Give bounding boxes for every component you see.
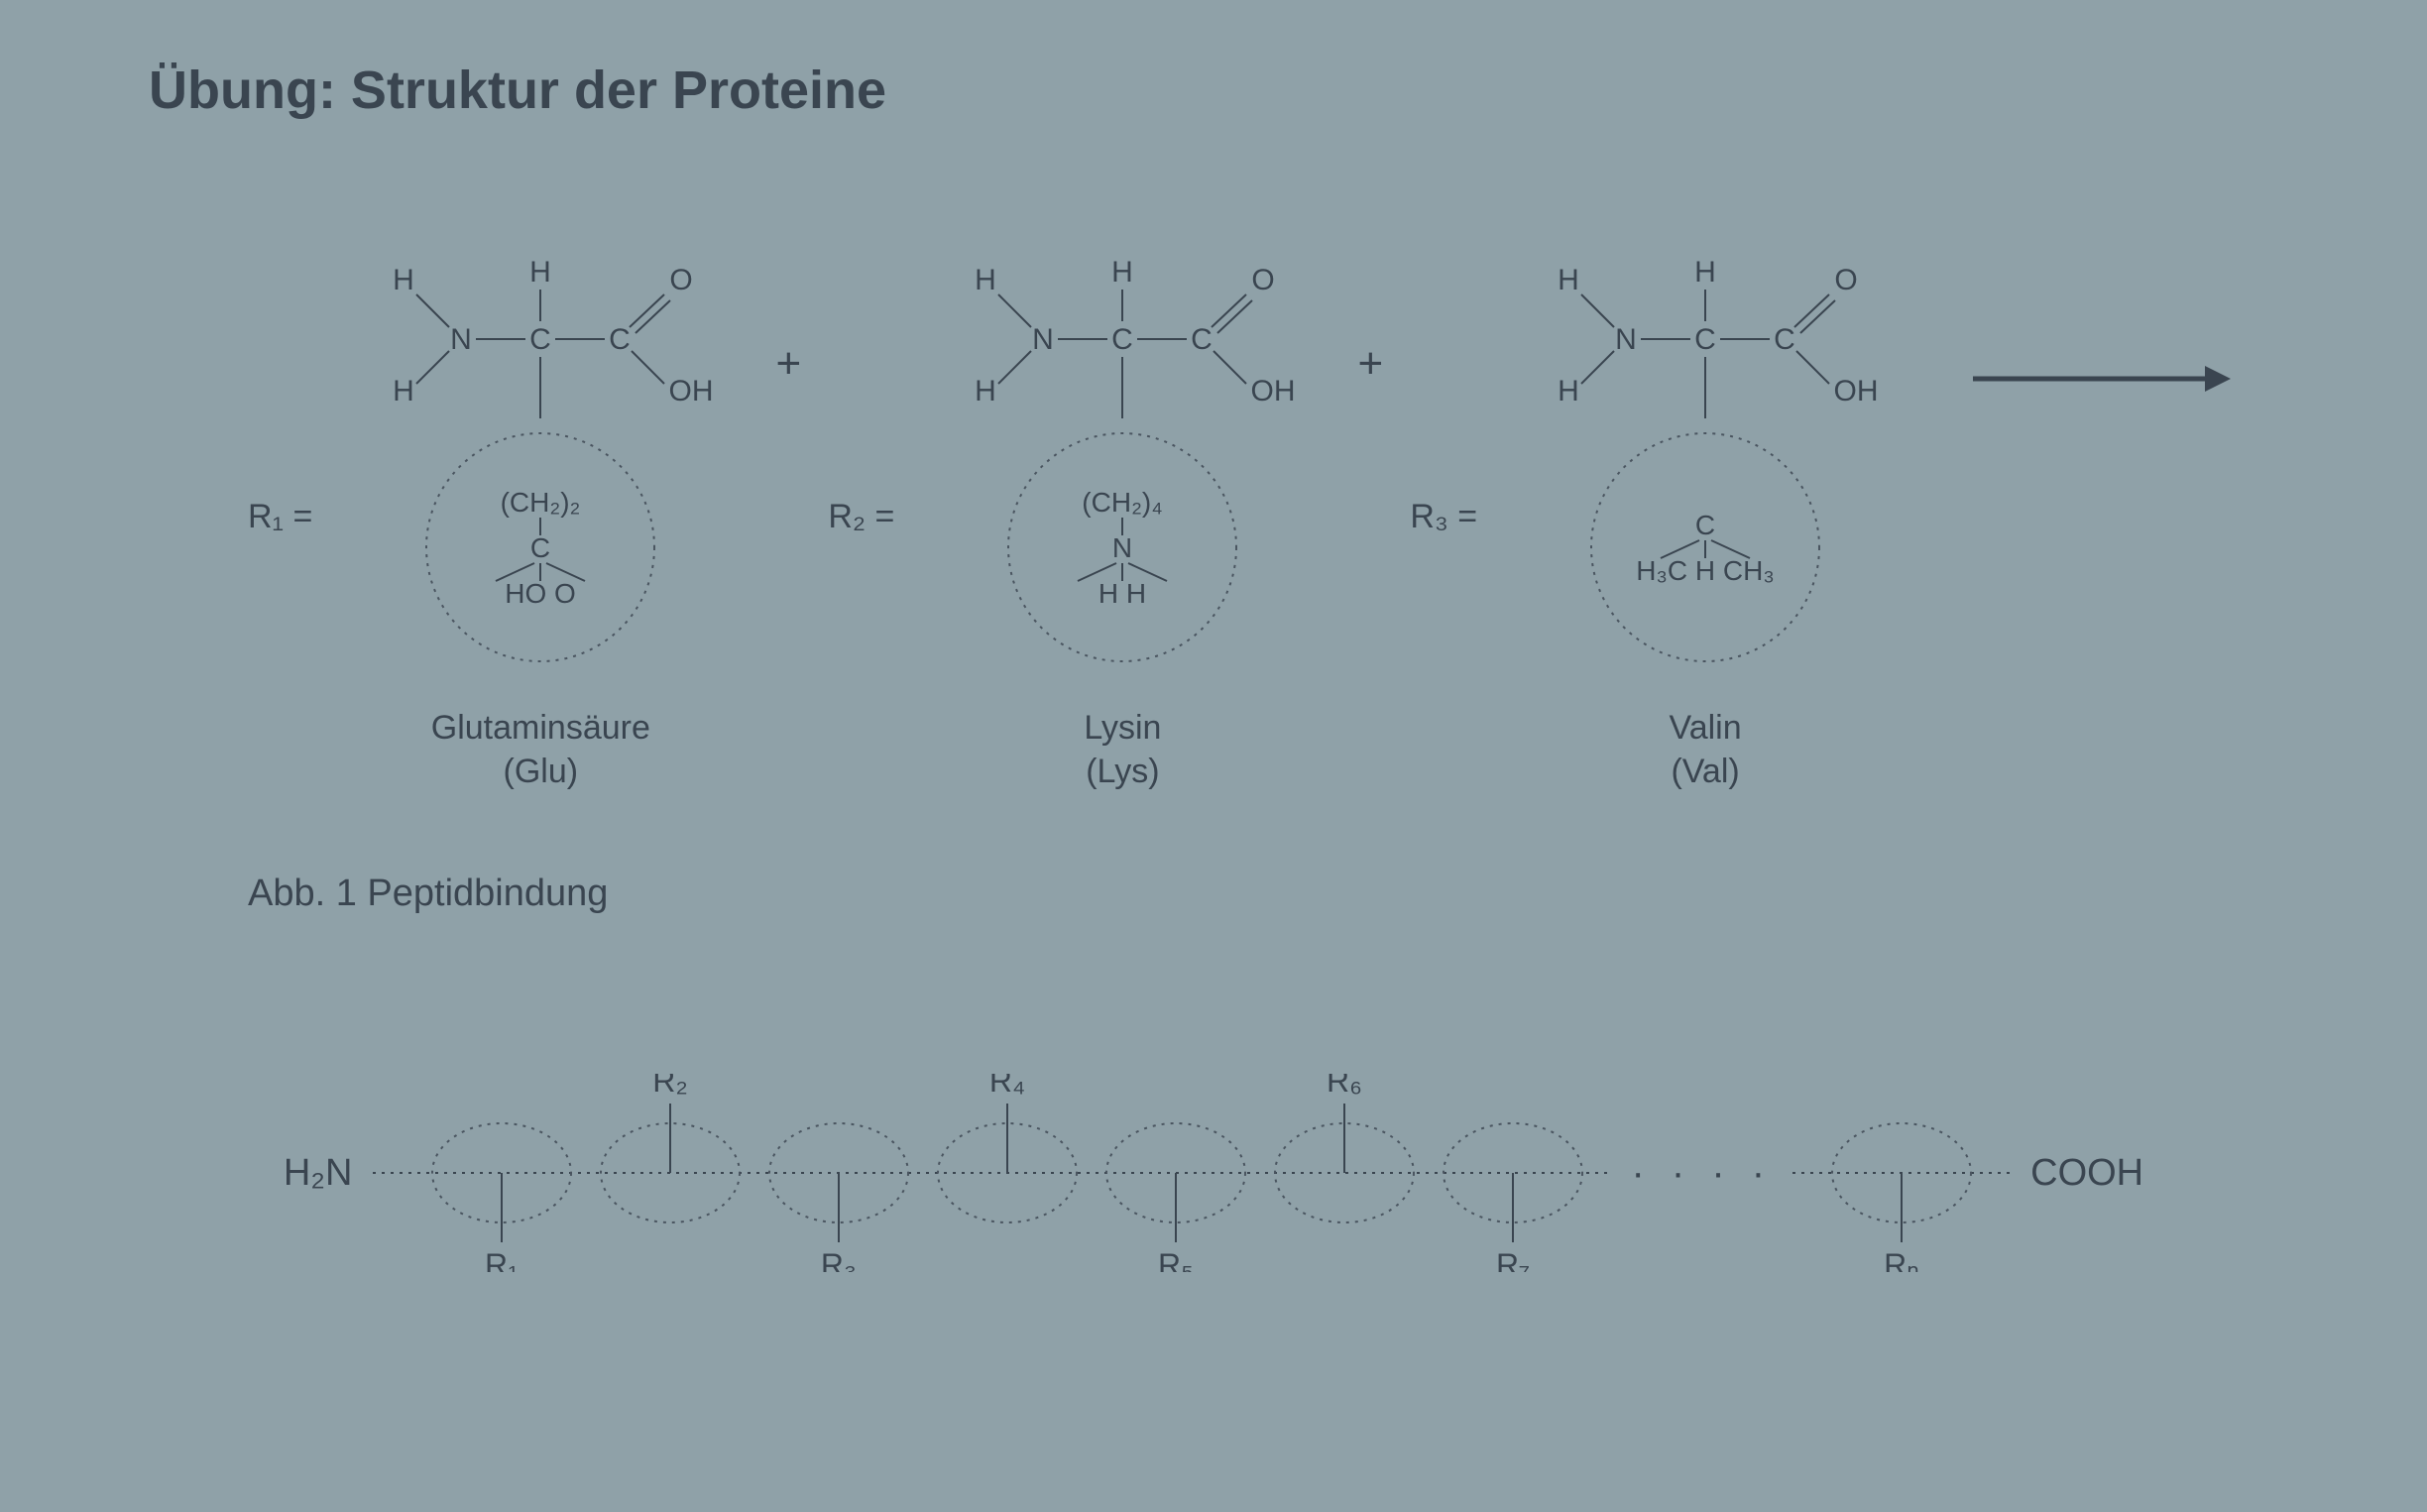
- svg-text:H: H: [529, 256, 551, 289]
- svg-text:N: N: [450, 323, 472, 356]
- svg-text:N: N: [1615, 323, 1637, 356]
- svg-text:R₅: R₅: [1158, 1247, 1194, 1272]
- svg-text:(CH₂)₄: (CH₂)₄: [1083, 487, 1163, 518]
- svg-text:H: H: [393, 375, 414, 407]
- plus-1: +: [768, 339, 808, 389]
- svg-text:C: C: [1112, 323, 1134, 356]
- svg-text:C: C: [1695, 510, 1715, 540]
- svg-text:C: C: [530, 532, 550, 563]
- r3-label: R₃ =: [1410, 498, 1477, 536]
- svg-text:OH: OH: [1251, 375, 1296, 407]
- figure-caption: Abb. 1 Peptidbindung: [248, 872, 2278, 915]
- svg-text:H: H: [1558, 264, 1579, 296]
- lys-structure: N H H C H C O OH (CH₂)₄ N H H: [934, 220, 1311, 676]
- svg-text:C: C: [609, 323, 631, 356]
- svg-text:H H: H H: [1098, 578, 1146, 609]
- chain-n-terminus: H₂N: [284, 1152, 353, 1195]
- chain-diagram: R₁ R₂ R₃ R₄ R₅ R₆ R₇: [373, 1074, 1612, 1272]
- amino-acid-glu: N H H C H C O OH (CH₂)₂ C HO O Glutaminsäure (Glu): [332, 220, 749, 793]
- svg-text:R₂: R₂: [652, 1074, 688, 1099]
- svg-text:N: N: [1033, 323, 1055, 356]
- val-name: Valin (Val): [1670, 706, 1742, 793]
- svg-text:R₇: R₇: [1495, 1247, 1529, 1272]
- svg-text:R₃: R₃: [820, 1247, 856, 1272]
- svg-text:HO O: HO O: [506, 578, 577, 609]
- worksheet-page: Übung: Struktur der Proteine R₁ = N H H C H C…: [0, 0, 2427, 1512]
- amino-acid-lys: N H H C H C O OH (CH₂)₄ N H H Lysin (Lys): [914, 220, 1330, 793]
- svg-text:C: C: [1694, 323, 1716, 356]
- glu-structure: N H H C H C O OH (CH₂)₂ C HO O: [352, 220, 729, 676]
- svg-text:O: O: [1252, 264, 1275, 296]
- amino-acid-row: R₁ = NHHCHCOOH(CH₂)₂CHO O Glutaminsäure …: [248, 220, 2278, 793]
- glu-name: Glutaminsäure (Glu): [431, 706, 650, 793]
- reaction-arrow: [1973, 359, 2231, 404]
- svg-text:H: H: [1558, 375, 1579, 407]
- svg-text:H: H: [1112, 256, 1134, 289]
- svg-text:C: C: [1774, 323, 1795, 356]
- svg-text:C: C: [1192, 323, 1214, 356]
- chain-c-terminus: COOH: [2030, 1152, 2143, 1195]
- svg-text:O: O: [1834, 264, 1857, 296]
- svg-text:H: H: [976, 264, 997, 296]
- amino-acid-val: N H H C H C O OH C H₃C H CH₃ Valin (Val): [1497, 220, 1913, 793]
- r2-label: R₂ =: [828, 498, 894, 536]
- plus-2: +: [1350, 339, 1390, 389]
- svg-text:N: N: [1112, 532, 1132, 563]
- svg-text:O: O: [670, 264, 693, 296]
- svg-text:H: H: [393, 264, 414, 296]
- svg-text:R₆: R₆: [1326, 1074, 1361, 1099]
- lys-name: Lysin (Lys): [1084, 706, 1161, 793]
- chain-last-residue: Rₙ: [1792, 1074, 2011, 1272]
- arrow-icon: [1973, 359, 2231, 399]
- svg-text:Rₙ: Rₙ: [1884, 1247, 1919, 1272]
- r1-label: R₁ =: [248, 498, 312, 536]
- page-title: Übung: Struktur der Proteine: [149, 59, 2278, 121]
- svg-text:C: C: [529, 323, 551, 356]
- chain-ellipsis: · · · ·: [1632, 1151, 1774, 1196]
- svg-text:(CH₂)₂: (CH₂)₂: [501, 487, 581, 518]
- svg-text:R₁: R₁: [485, 1247, 519, 1272]
- svg-text:OH: OH: [1834, 375, 1879, 407]
- svg-text:H: H: [1694, 256, 1716, 289]
- svg-text:H: H: [976, 375, 997, 407]
- peptide-chain: H₂N R₁ R₂ R₃ R₄ R₅ R₆ R₇ · · · · Rₙ COOH: [149, 1074, 2278, 1272]
- val-structure: N H H C H C O OH C H₃C H CH₃: [1517, 220, 1894, 676]
- svg-text:OH: OH: [669, 375, 714, 407]
- svg-text:H₃C H CH₃: H₃C H CH₃: [1636, 555, 1774, 586]
- svg-text:R₄: R₄: [988, 1074, 1024, 1099]
